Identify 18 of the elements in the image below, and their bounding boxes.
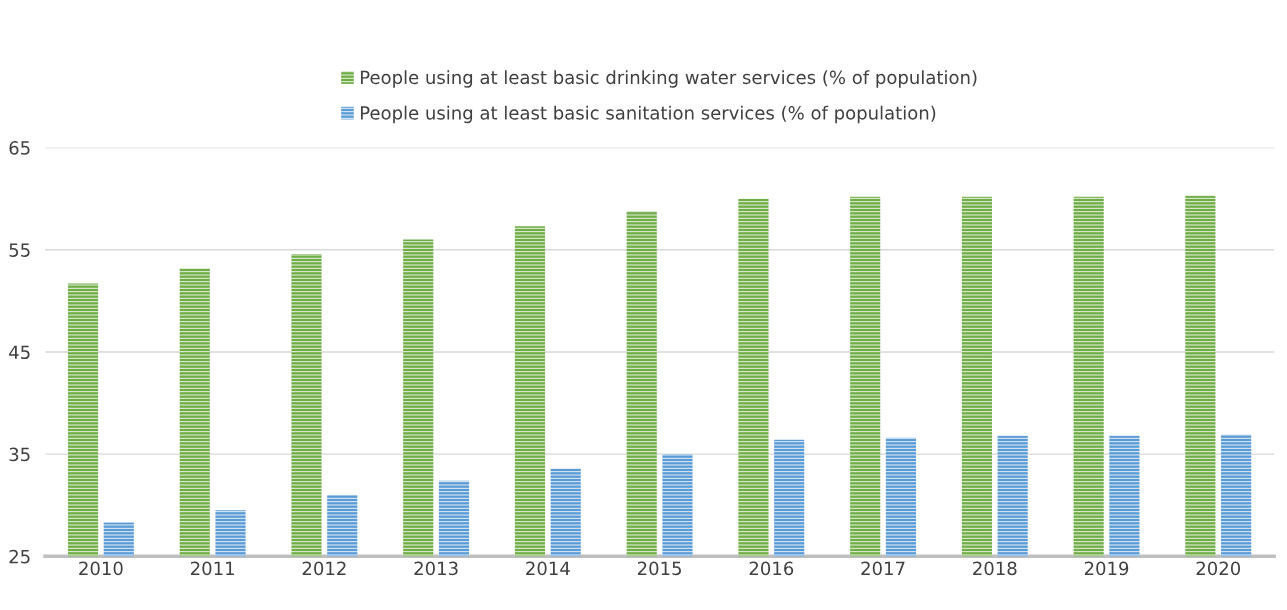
y-tick-label: 45 bbox=[9, 345, 30, 360]
x-tick-label: 2012 bbox=[302, 561, 346, 576]
legend-label: People using at least basic sanitation services (% of population) bbox=[360, 105, 936, 124]
y-tick-label: 55 bbox=[9, 243, 30, 257]
x-tick-label: 2013 bbox=[414, 561, 458, 576]
y-tick-label: 65 bbox=[9, 141, 30, 155]
legend-label: People using at least basic drinking water services (% of population) bbox=[360, 70, 977, 88]
x-tick-label: 2020 bbox=[1196, 561, 1241, 576]
x-tick-label: 2011 bbox=[190, 561, 234, 576]
x-tick-label: 2015 bbox=[637, 561, 681, 576]
x-tick-label: 2016 bbox=[749, 561, 794, 576]
y-tick-label: 25 bbox=[9, 549, 30, 564]
y-tick-label: 35 bbox=[9, 447, 30, 462]
x-tick-label: 2010 bbox=[79, 561, 123, 576]
x-tick-label: 2019 bbox=[1084, 561, 1129, 576]
x-tick-label: 2018 bbox=[973, 561, 1017, 576]
x-tick-label: 2014 bbox=[526, 561, 570, 576]
x-tick-label: 2017 bbox=[861, 561, 905, 576]
